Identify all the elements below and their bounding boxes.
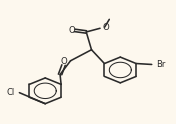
Text: O: O: [60, 58, 67, 66]
Text: Br: Br: [156, 60, 165, 69]
Text: O: O: [102, 23, 109, 32]
Text: Cl: Cl: [7, 88, 15, 97]
Text: O: O: [68, 26, 75, 35]
